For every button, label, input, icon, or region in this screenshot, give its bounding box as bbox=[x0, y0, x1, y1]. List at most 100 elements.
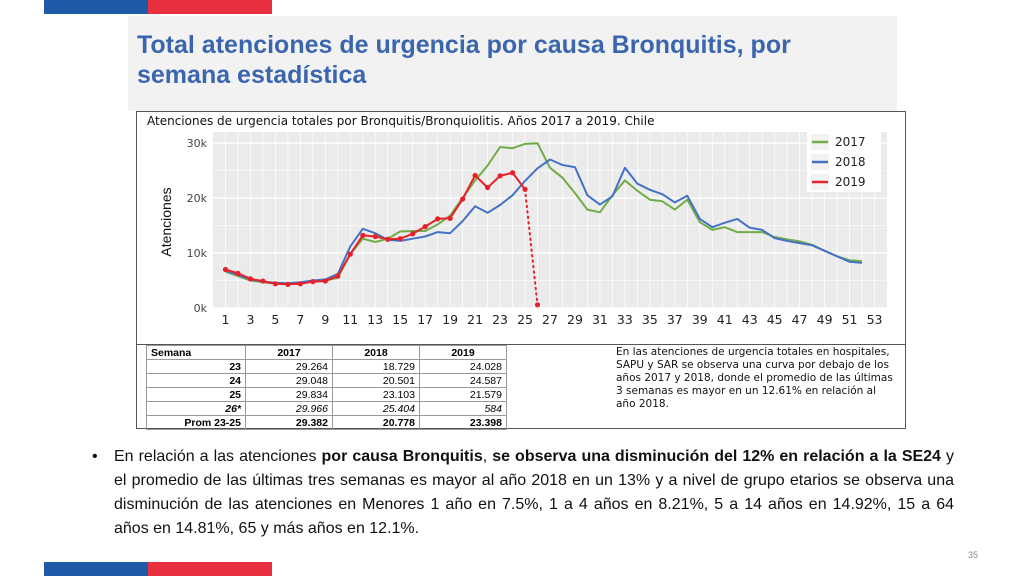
x-tick-label: 43 bbox=[742, 312, 758, 327]
series-point-2019 bbox=[322, 278, 328, 284]
table-cell-week: 26* bbox=[146, 401, 246, 416]
table-header-2019: 2019 bbox=[419, 345, 507, 360]
x-tick-label: 31 bbox=[592, 312, 608, 327]
title-panel bbox=[128, 16, 897, 111]
x-tick-label: 19 bbox=[442, 312, 458, 327]
series-point-2019 bbox=[484, 184, 491, 191]
y-tick-label: 20k bbox=[187, 192, 208, 205]
table-row: 26* 29.966 25.404 584 bbox=[146, 401, 507, 416]
chart-panel: 0k 10k 20k 30k 1 3 5 7 9 11 13 15 17 19 21 23 25 27 29 31 3… bbox=[136, 111, 906, 345]
series-point-2019 bbox=[460, 196, 466, 202]
x-tick-label: 49 bbox=[817, 312, 833, 327]
table-row: Prom 23-25 29.382 20.778 23.398 bbox=[146, 415, 507, 430]
table-cell-value: 29.048 bbox=[245, 373, 333, 388]
table-cell-value: 23.103 bbox=[332, 387, 420, 402]
slide-title: Total atenciones de urgencia por causa B… bbox=[137, 31, 791, 89]
table-header-row: Semana 2017 2018 2019 bbox=[146, 345, 507, 360]
x-tick-label: 27 bbox=[542, 312, 558, 327]
y-tick-label: 30k bbox=[187, 137, 208, 150]
table-cell-value: 29.966 bbox=[245, 401, 333, 416]
page-number: 35 bbox=[967, 550, 978, 560]
series-point-2019 bbox=[397, 236, 403, 242]
x-tick-label: 21 bbox=[467, 312, 483, 327]
series-point-2019 bbox=[385, 236, 391, 242]
x-tick-label: 45 bbox=[767, 312, 783, 327]
table-header-2017: 2017 bbox=[245, 345, 333, 360]
x-tick-label: 29 bbox=[567, 312, 583, 327]
major-gridlines bbox=[213, 142, 887, 309]
bullet-text: En relación a las atenciones por causa B… bbox=[114, 445, 954, 541]
x-tick-label: 1 bbox=[222, 312, 230, 327]
flag-bar-blue-top bbox=[44, 0, 148, 14]
weekly-summary-table: Semana 2017 2018 2019 23 29.264 18.729 24.0… bbox=[146, 345, 507, 430]
x-tick-label: 17 bbox=[417, 312, 433, 327]
table-header-2018: 2018 bbox=[332, 345, 420, 360]
series-layer bbox=[222, 142, 863, 308]
legend-label-2017: 2017 bbox=[835, 135, 866, 149]
table-row: 23 29.264 18.729 24.028 bbox=[146, 359, 507, 374]
table-cell-value: 20.501 bbox=[332, 373, 420, 388]
x-tick-label: 51 bbox=[842, 312, 858, 327]
x-tick-label: 37 bbox=[667, 312, 683, 327]
legend-label-2019: 2019 bbox=[835, 175, 866, 189]
bullet-text-part: En relación a las atenciones bbox=[114, 448, 322, 465]
series-point-2019 bbox=[260, 278, 266, 284]
bullet-text-part: , bbox=[482, 448, 493, 465]
table-cell-value: 29.834 bbox=[245, 387, 333, 402]
table-cell-value: 23.398 bbox=[419, 415, 507, 430]
x-tick-label: 53 bbox=[867, 312, 883, 327]
series-point-2019 bbox=[410, 231, 416, 237]
series-point-2019 bbox=[347, 251, 353, 257]
x-tick-label: 33 bbox=[617, 312, 633, 327]
legend-label-2018: 2018 bbox=[835, 155, 866, 169]
series-point-2019 bbox=[422, 224, 428, 230]
table-cell-value: 20.778 bbox=[332, 415, 420, 430]
series-point-2019 bbox=[497, 173, 503, 179]
series-point-2019 bbox=[372, 233, 378, 240]
table-cell-week: Prom 23-25 bbox=[146, 415, 246, 430]
flag-bar-red-top bbox=[148, 0, 272, 14]
series-point-2019 bbox=[447, 215, 453, 221]
x-tick-label: 35 bbox=[642, 312, 658, 327]
table-cell-value: 21.579 bbox=[419, 387, 507, 402]
y-tick-label: 10k bbox=[187, 247, 208, 260]
series-point-2019 bbox=[272, 281, 279, 287]
bullet-bold-cause: por causa Bronquitis bbox=[321, 448, 483, 465]
bullet-symbol: • bbox=[92, 448, 98, 465]
x-tick-label: 25 bbox=[517, 312, 533, 327]
x-tick-label: 11 bbox=[342, 312, 358, 327]
table-row: 25 29.834 23.103 21.579 bbox=[146, 387, 507, 402]
series-point-2019 bbox=[297, 281, 303, 287]
x-tick-label: 39 bbox=[692, 312, 708, 327]
table-cell-value: 24.028 bbox=[419, 359, 507, 374]
series-point-2019 bbox=[247, 276, 254, 282]
table-cell-value: 29.382 bbox=[245, 415, 333, 430]
x-tick-label: 41 bbox=[717, 312, 733, 327]
table-row: 24 29.048 20.501 24.587 bbox=[146, 373, 507, 388]
series-point-2019 bbox=[285, 281, 291, 287]
table-cell-value: 18.729 bbox=[332, 359, 420, 374]
x-axis-ticks: 1 3 5 7 9 11 13 15 17 19 21 23 25 27 29 31 33 35 37 39 41 43 4… bbox=[222, 312, 883, 327]
y-axis-ticks: 0k 10k 20k 30k bbox=[187, 137, 208, 315]
series-point-2019 bbox=[235, 270, 241, 276]
series-point-2019 bbox=[472, 172, 478, 179]
x-tick-label: 13 bbox=[367, 312, 383, 327]
x-tick-label: 15 bbox=[392, 312, 408, 327]
x-tick-label: 5 bbox=[271, 312, 279, 327]
table-cell-value: 24.587 bbox=[419, 373, 507, 388]
bullet-text-part: y el promedio de las últimas tres semana… bbox=[114, 448, 955, 537]
table-cell-value: 25.404 bbox=[332, 401, 420, 416]
y-tick-label: 0k bbox=[194, 302, 208, 315]
x-tick-label: 9 bbox=[321, 312, 329, 327]
table-cell-value: 29.264 bbox=[245, 359, 333, 374]
x-tick-label: 47 bbox=[792, 312, 808, 327]
bullet-bold-finding: se observa una disminución del 12% en re… bbox=[492, 448, 941, 465]
series-point-2019 bbox=[360, 232, 366, 238]
x-tick-label: 7 bbox=[296, 312, 304, 327]
x-tick-label: 23 bbox=[492, 312, 508, 327]
table-cell-value: 584 bbox=[419, 401, 507, 416]
flag-bar-red-bottom bbox=[148, 562, 272, 576]
table-cell-week: 24 bbox=[146, 373, 246, 388]
flag-bar-blue-bottom bbox=[44, 562, 148, 576]
series-point-2019-week26 bbox=[534, 302, 541, 308]
